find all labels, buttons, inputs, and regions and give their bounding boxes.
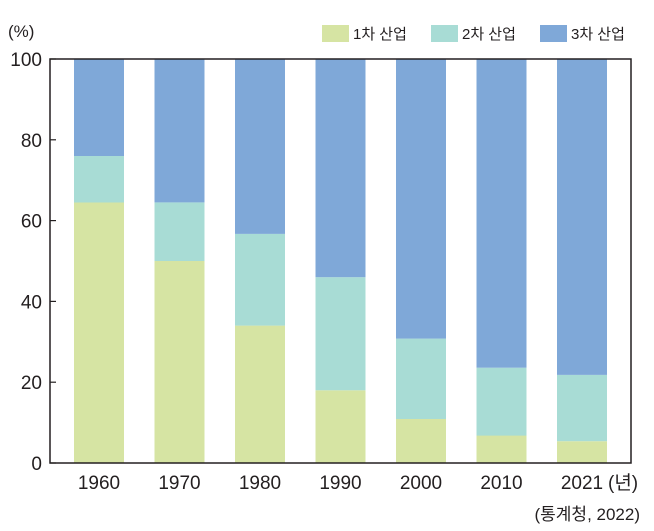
- bar-1960-series-1: [74, 202, 124, 463]
- bar-1990-series-3: [315, 59, 366, 278]
- x-tick-label-1990: 1990: [319, 473, 361, 494]
- y-tick-label-0: 0: [31, 454, 42, 475]
- bar-2010-series-3: [476, 59, 527, 368]
- bar-1980-series-1: [235, 325, 285, 463]
- bar-2000-series-1: [396, 419, 446, 463]
- bar-1970-series-2: [154, 202, 205, 261]
- bar-2021-series-1: [557, 441, 607, 463]
- legend-label-series-3: 3차 산업: [571, 26, 625, 43]
- bars-layer: [74, 59, 607, 463]
- bar-2021-series-3: [557, 59, 607, 375]
- legend-swatch-series-3: [540, 25, 567, 42]
- bar-1980-series-2: [235, 233, 285, 326]
- y-tick-label-60: 60: [21, 212, 42, 233]
- bar-1970-series-1: [154, 261, 205, 463]
- bar-1980-series-3: [235, 59, 285, 234]
- y-tick-label-100: 100: [10, 50, 42, 71]
- legend-swatch-series-2: [431, 25, 458, 42]
- bar-1970-series-3: [154, 59, 205, 203]
- legend-label-series-1: 1차 산업: [353, 26, 407, 43]
- bar-2021-series-2: [557, 374, 607, 442]
- x-tick-label-1960: 1960: [78, 473, 120, 494]
- source-note: (통계청, 2022): [534, 505, 640, 524]
- bar-2010-series-1: [476, 435, 527, 463]
- bar-2000-series-2: [396, 338, 446, 419]
- y-axis-label: (%): [8, 22, 34, 41]
- y-tick-label-20: 20: [21, 373, 42, 394]
- axes-layer: 1960 1970 1980 1990 2000 2010 2021 0 20 40 60 80 100: [10, 50, 632, 494]
- x-tick-label-1970: 1970: [158, 473, 200, 494]
- plot-frame: [49, 58, 632, 464]
- bar-1960-series-2: [74, 156, 124, 203]
- bar-1990-series-2: [315, 277, 366, 391]
- legend-label-series-2: 2차 산업: [462, 26, 516, 43]
- x-tick-label-2000: 2000: [400, 473, 442, 494]
- bar-1960-series-3: [74, 59, 124, 156]
- y-tick-label-40: 40: [21, 292, 42, 313]
- bar-2010-series-2: [476, 367, 527, 436]
- legend-swatch-series-1: [322, 25, 349, 42]
- y-tick-label-80: 80: [21, 131, 42, 152]
- bar-2000-series-3: [396, 59, 446, 339]
- legend: 1차 산업 2차 산업 3차 산업: [322, 25, 625, 43]
- bar-1990-series-1: [315, 390, 366, 463]
- x-tick-label-2021: 2021: [561, 473, 603, 494]
- x-axis-unit-label: (년): [608, 472, 638, 494]
- x-tick-label-1980: 1980: [239, 473, 281, 494]
- x-tick-label-2010: 2010: [480, 473, 522, 494]
